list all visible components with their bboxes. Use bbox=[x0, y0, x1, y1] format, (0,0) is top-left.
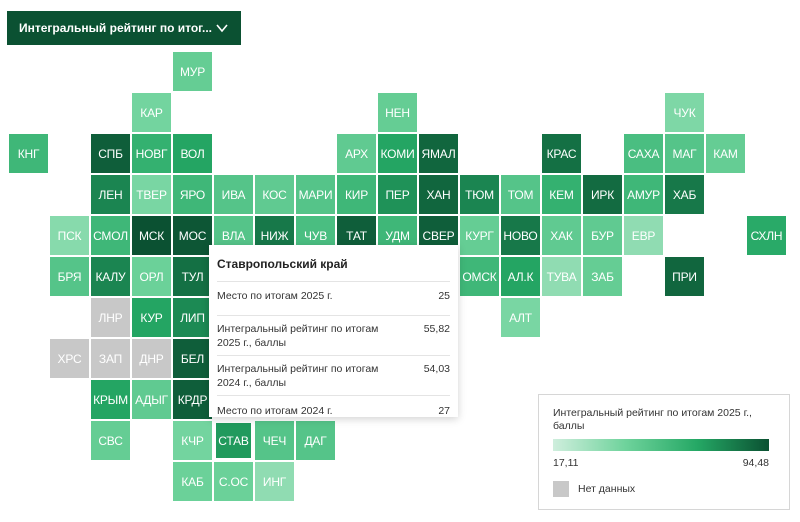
region-tile[interactable]: ИНГ bbox=[255, 462, 294, 501]
region-tile[interactable]: КОМИ bbox=[378, 134, 417, 173]
region-tile[interactable]: КАР bbox=[132, 93, 171, 132]
tooltip-region-name: Ставропольский край bbox=[217, 257, 348, 271]
region-tile[interactable]: ХАК bbox=[542, 216, 581, 255]
region-tile[interactable]: ЧУК bbox=[665, 93, 704, 132]
tooltip-row: Интегральный рейтинг по итогам 2024 г., … bbox=[217, 355, 450, 395]
tooltip-row-label: Интегральный рейтинг по итогам 2024 г., … bbox=[217, 363, 379, 389]
region-tile[interactable]: АЛ.К bbox=[501, 257, 540, 296]
region-tile[interactable]: МАРИ bbox=[296, 175, 335, 214]
region-tile[interactable]: СХЛН bbox=[747, 216, 786, 255]
region-tile[interactable]: КУРГ bbox=[460, 216, 499, 255]
region-tile[interactable]: ЯМАЛ bbox=[419, 134, 458, 173]
region-tile[interactable]: МУР bbox=[173, 52, 212, 91]
indicator-dropdown[interactable]: Интегральный рейтинг по итог... bbox=[7, 11, 241, 45]
region-tile[interactable]: С.ОС bbox=[214, 462, 253, 501]
region-tile[interactable]: ДАГ bbox=[296, 421, 335, 460]
region-tile[interactable]: БЕЛ bbox=[173, 339, 212, 378]
region-tile[interactable]: КЧР bbox=[173, 421, 212, 460]
region-tile[interactable]: ДНР bbox=[132, 339, 171, 378]
region-tile[interactable]: КРАС bbox=[542, 134, 581, 173]
region-tile[interactable]: ОРЛ bbox=[132, 257, 171, 296]
region-tile[interactable]: КРЫМ bbox=[91, 380, 130, 419]
tooltip-row-label: Интегральный рейтинг по итогам 2025 г., … bbox=[217, 323, 379, 349]
tooltip-row-value: 27 bbox=[438, 405, 450, 417]
region-tile[interactable]: ХРС bbox=[50, 339, 89, 378]
color-legend: Интегральный рейтинг по итогам 2025 г., … bbox=[538, 394, 790, 510]
region-tile[interactable]: ЧЕЧ bbox=[255, 421, 294, 460]
tooltip-row-value: 55,82 bbox=[423, 323, 450, 335]
legend-no-data-label: Нет данных bbox=[578, 483, 636, 495]
region-tile[interactable]: ЯРО bbox=[173, 175, 212, 214]
legend-gradient bbox=[553, 439, 769, 451]
region-tile[interactable]: ТУЛ bbox=[173, 257, 212, 296]
region-tile[interactable]: СПБ bbox=[91, 134, 130, 173]
region-tile[interactable]: КАЛУ bbox=[91, 257, 130, 296]
region-tile[interactable]: ЕВР bbox=[624, 216, 663, 255]
region-tile[interactable]: КОС bbox=[255, 175, 294, 214]
region-tile[interactable]: ИВА bbox=[214, 175, 253, 214]
region-tooltip: Ставропольский край Место по итогам 2025… bbox=[209, 245, 458, 417]
region-tile[interactable]: КРДР bbox=[173, 380, 212, 419]
region-tile[interactable]: АМУР bbox=[624, 175, 663, 214]
region-tile[interactable]: АЛТ bbox=[501, 298, 540, 337]
region-tile[interactable]: КИР bbox=[337, 175, 376, 214]
region-tile[interactable]: ПЕР bbox=[378, 175, 417, 214]
region-tile[interactable]: САХА bbox=[624, 134, 663, 173]
region-tile[interactable]: КАМ bbox=[706, 134, 745, 173]
tooltip-row: Место по итогам 2025 г. 25 bbox=[217, 281, 450, 315]
region-tile[interactable]: ЛЕН bbox=[91, 175, 130, 214]
region-tile[interactable]: БУР bbox=[583, 216, 622, 255]
region-tile[interactable]: ЗАП bbox=[91, 339, 130, 378]
region-tile[interactable]: ХАН bbox=[419, 175, 458, 214]
tooltip-row-label: Место по итогам 2024 г. bbox=[217, 405, 333, 417]
tooltip-row: Интегральный рейтинг по итогам 2025 г., … bbox=[217, 315, 450, 355]
region-tile[interactable]: ВОЛ bbox=[173, 134, 212, 173]
region-tile[interactable]: ОМСК bbox=[460, 257, 499, 296]
region-tile[interactable]: ЛНР bbox=[91, 298, 130, 337]
region-tile[interactable]: БРЯ bbox=[50, 257, 89, 296]
tooltip-row: Место по итогам 2024 г. 27 bbox=[217, 395, 450, 425]
region-tile[interactable]: МАГ bbox=[665, 134, 704, 173]
region-tile[interactable]: ХАБ bbox=[665, 175, 704, 214]
region-tile[interactable]: КЕМ bbox=[542, 175, 581, 214]
chevron-down-icon bbox=[216, 24, 228, 33]
tooltip-row-value: 54,03 bbox=[423, 363, 450, 375]
legend-title: Интегральный рейтинг по итогам 2025 г., … bbox=[553, 407, 752, 432]
no-data-swatch bbox=[553, 481, 569, 497]
region-tile[interactable]: НОВО bbox=[501, 216, 540, 255]
region-tile[interactable]: КАБ bbox=[173, 462, 212, 501]
region-tile[interactable]: СТАВ bbox=[214, 421, 253, 460]
region-tile[interactable]: ЛИП bbox=[173, 298, 212, 337]
region-tile[interactable]: ПСК bbox=[50, 216, 89, 255]
region-tile[interactable]: МСК bbox=[132, 216, 171, 255]
region-tile[interactable]: НОВГ bbox=[132, 134, 171, 173]
region-tile[interactable]: ЗАБ bbox=[583, 257, 622, 296]
legend-min: 17,11 bbox=[553, 457, 579, 469]
region-tile[interactable]: ТОМ bbox=[501, 175, 540, 214]
region-tile[interactable]: ИРК bbox=[583, 175, 622, 214]
region-tile[interactable]: МОС bbox=[173, 216, 212, 255]
region-tile[interactable]: АРХ bbox=[337, 134, 376, 173]
region-tile[interactable]: ТУВА bbox=[542, 257, 581, 296]
region-tile[interactable]: СМОЛ bbox=[91, 216, 130, 255]
region-tile[interactable]: СВС bbox=[91, 421, 130, 460]
tooltip-row-label: Место по итогам 2025 г. bbox=[217, 290, 333, 302]
region-tile[interactable]: АДЫГ bbox=[132, 380, 171, 419]
tooltip-row-value: 25 bbox=[438, 290, 450, 302]
region-tile[interactable]: КНГ bbox=[9, 134, 48, 173]
region-tile[interactable]: ПРИ bbox=[665, 257, 704, 296]
region-tile[interactable]: КУР bbox=[132, 298, 171, 337]
indicator-dropdown-label: Интегральный рейтинг по итог... bbox=[19, 21, 212, 35]
region-tile[interactable]: ТВЕР bbox=[132, 175, 171, 214]
region-tile[interactable]: ТЮМ bbox=[460, 175, 499, 214]
legend-max: 94,48 bbox=[742, 457, 769, 469]
region-tile[interactable]: НЕН bbox=[378, 93, 417, 132]
